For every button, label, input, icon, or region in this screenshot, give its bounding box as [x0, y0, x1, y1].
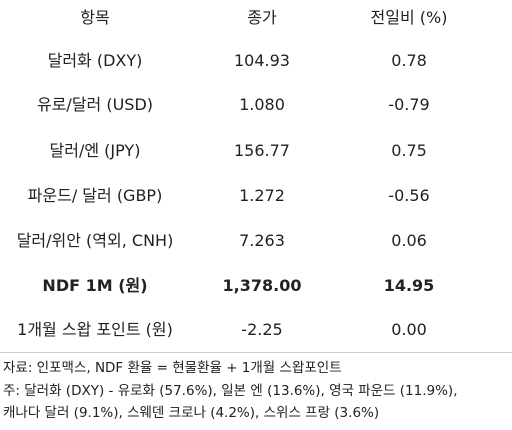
table-cell: -2.25 — [241, 320, 283, 339]
table-row: 파운드/ 달러 (GBP) 1.272 -0.56 — [0, 174, 512, 218]
table-cell: 104.93 — [234, 51, 290, 70]
header-cell: 종가 — [247, 8, 277, 27]
table-cell: 달러화 (DXY) — [47, 51, 143, 70]
table-cell: 0.06 — [391, 231, 427, 250]
table-cell: 달러/엔 (JPY) — [49, 141, 141, 160]
table-cell: 달러/위안 (역외, CNH) — [16, 231, 174, 250]
table-cell: 파운드/ 달러 (GBP) — [27, 186, 163, 205]
table-cell: 0.00 — [391, 320, 427, 339]
table-cell: 1.080 — [239, 95, 285, 114]
note-line: 주: 달러화 (DXY) - 유로화 (57.6%), 일본 엔 (13.6%)… — [3, 383, 458, 399]
table-cell: 1,378.00 — [222, 276, 302, 295]
table-cell: 14.95 — [383, 276, 435, 295]
divider — [0, 352, 512, 353]
table-cell: -0.79 — [388, 95, 430, 114]
table-row: 달러화 (DXY) 104.93 0.78 — [0, 39, 512, 83]
table-cell: 0.78 — [391, 51, 427, 70]
header-cell: 항목 — [80, 8, 110, 27]
table-row: 유로/달러 (USD) 1.080 -0.79 — [0, 83, 512, 127]
table-cell: 7.263 — [239, 231, 285, 250]
table-row: 달러/엔 (JPY) 156.77 0.75 — [0, 129, 512, 173]
header-cell: 전일비 (%) — [370, 8, 448, 27]
table-cell: 156.77 — [234, 141, 290, 160]
table-row: NDF 1M (원) 1,378.00 14.95 — [0, 264, 512, 308]
table-cell: -0.56 — [388, 186, 430, 205]
table-cell: 0.75 — [391, 141, 427, 160]
table-row: 1개월 스왑 포인트 (원) -2.25 0.00 — [0, 308, 512, 352]
table-cell: 유로/달러 (USD) — [36, 95, 154, 114]
table-row: 달러/위안 (역외, CNH) 7.263 0.06 — [0, 219, 512, 263]
note-line: 자료: 인포맥스, NDF 환율 = 현물환율 + 1개월 스왑포인트 — [3, 360, 342, 376]
table-cell: NDF 1M (원) — [42, 276, 148, 295]
table-cell: 1.272 — [239, 186, 285, 205]
table-cell: 1개월 스왑 포인트 (원) — [17, 320, 173, 339]
header-row: 항목 종가 전일비 (%) — [0, 0, 512, 40]
note-line: 캐나다 달러 (9.1%), 스웨덴 크로나 (4.2%), 스위스 프랑 (3… — [3, 405, 380, 421]
